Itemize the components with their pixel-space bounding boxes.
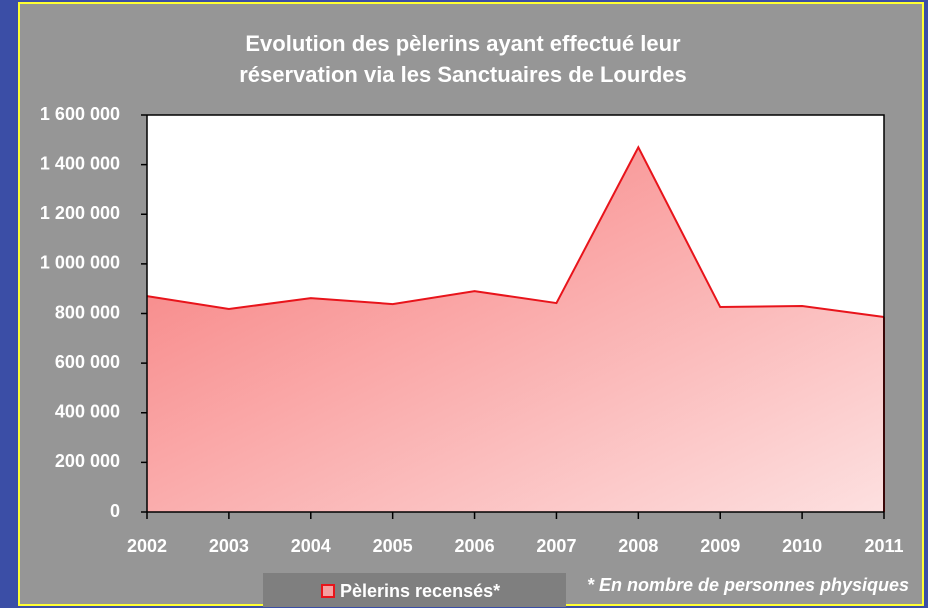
plot-border	[147, 114, 885, 512]
x-tick-label: 2008	[618, 536, 658, 556]
footnote: * En nombre de personnes physiques	[587, 575, 909, 595]
y-tick-label: 400 000	[55, 402, 120, 422]
legend-box	[263, 573, 566, 607]
x-tick-label: 2002	[127, 536, 167, 556]
x-tick-label: 2003	[209, 536, 249, 556]
y-tick-label: 1 400 000	[40, 153, 120, 173]
y-tick-label: 1 000 000	[40, 253, 120, 273]
x-tick-label: 2009	[700, 536, 740, 556]
y-tick-label: 1 600 000	[40, 104, 120, 124]
chart-title: Evolution des pèlerins ayant effectué le…	[245, 31, 681, 56]
y-tick-label: 0	[110, 501, 120, 521]
x-tick-label: 2004	[291, 536, 331, 556]
x-tick-label: 2011	[864, 536, 903, 556]
legend-label: Pèlerins recensés*	[340, 581, 500, 601]
y-tick-label: 600 000	[55, 352, 120, 372]
x-tick-label: 2007	[536, 536, 576, 556]
area	[147, 147, 884, 512]
x-tick-label: 2010	[782, 536, 822, 556]
chart-title: réservation via les Sanctuaires de Lourd…	[239, 62, 687, 87]
y-tick-label: 1 200 000	[40, 203, 120, 223]
x-tick-label: 2005	[373, 536, 413, 556]
x-tick-label: 2006	[455, 536, 495, 556]
y-tick-label: 800 000	[55, 302, 120, 322]
line	[146, 145, 885, 318]
legend-swatch	[321, 584, 335, 598]
y-tick-label: 200 000	[55, 451, 120, 471]
